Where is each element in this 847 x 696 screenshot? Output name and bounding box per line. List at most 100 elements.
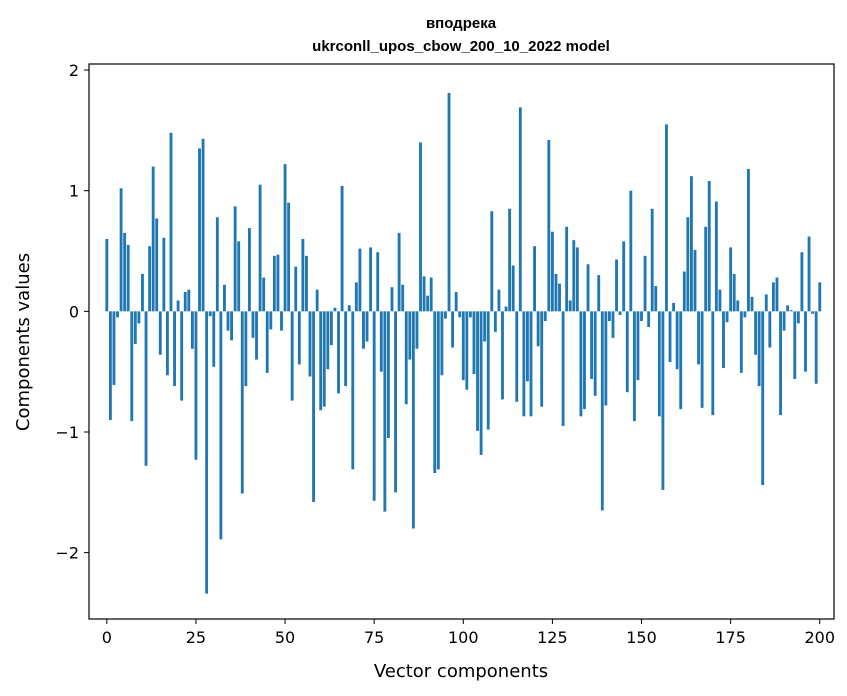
bar-52 xyxy=(290,311,294,401)
bar-103 xyxy=(472,311,476,375)
bar-168 xyxy=(704,226,708,312)
bar-161 xyxy=(679,311,683,410)
bar-61 xyxy=(322,311,326,407)
bar-7 xyxy=(130,311,134,422)
bar-162 xyxy=(682,271,686,312)
bar-8 xyxy=(133,311,137,344)
bar-192 xyxy=(789,310,793,312)
bar-108 xyxy=(490,211,494,312)
bar-77 xyxy=(379,311,383,372)
bar-91 xyxy=(429,277,433,312)
bar-3 xyxy=(116,311,119,318)
bar-101 xyxy=(465,311,469,390)
bar-4 xyxy=(119,188,123,312)
bar-64 xyxy=(333,307,337,312)
x-tick-label-50: 50 xyxy=(275,628,295,647)
bar-116 xyxy=(518,107,522,312)
bar-137 xyxy=(593,311,597,396)
bar-79 xyxy=(387,311,390,439)
bar-135 xyxy=(586,264,590,312)
bar-117 xyxy=(522,311,526,417)
bar-171 xyxy=(714,201,718,312)
bar-15 xyxy=(158,311,162,355)
bar-31 xyxy=(215,217,219,312)
bar-36 xyxy=(233,206,237,312)
bar-23 xyxy=(187,289,191,312)
bar-146 xyxy=(625,311,629,393)
bar-153 xyxy=(650,208,654,312)
bar-199 xyxy=(814,311,818,384)
bar-112 xyxy=(504,306,508,312)
bar-20 xyxy=(176,300,180,312)
bar-26 xyxy=(198,148,201,312)
bar-41 xyxy=(251,311,255,338)
bar-141 xyxy=(608,311,611,321)
bar-33 xyxy=(223,284,226,312)
bar-195 xyxy=(800,252,804,312)
bar-70 xyxy=(354,282,358,312)
bar-149 xyxy=(636,311,640,381)
bar-16 xyxy=(162,237,166,312)
bar-51 xyxy=(287,202,291,312)
bar-142 xyxy=(611,311,615,338)
bars-group xyxy=(105,92,822,594)
bar-189 xyxy=(779,311,782,416)
bar-154 xyxy=(654,286,658,312)
bar-37 xyxy=(237,241,241,312)
bar-136 xyxy=(590,311,594,379)
bar-29 xyxy=(208,311,212,317)
bar-87 xyxy=(415,311,419,349)
bar-132 xyxy=(575,247,579,312)
bar-197 xyxy=(807,236,811,312)
bar-6 xyxy=(126,244,130,312)
bar-32 xyxy=(219,311,223,540)
bar-129 xyxy=(565,226,569,312)
bar-100 xyxy=(461,311,465,381)
bar-97 xyxy=(451,311,455,348)
bar-123 xyxy=(543,311,547,321)
bar-63 xyxy=(329,311,333,346)
bar-17 xyxy=(166,311,169,376)
bar-105 xyxy=(479,311,483,455)
bar-150 xyxy=(640,311,643,321)
bar-56 xyxy=(305,255,308,312)
bar-181 xyxy=(750,296,754,312)
bar-0 xyxy=(105,238,109,312)
bar-163 xyxy=(686,217,690,312)
bar-30 xyxy=(212,311,216,367)
x-axis-label: Vector components xyxy=(374,661,548,682)
bar-126 xyxy=(554,273,558,312)
x-tick-label-200: 200 xyxy=(804,628,835,647)
bar-122 xyxy=(540,311,544,407)
bar-89 xyxy=(422,276,426,312)
bar-48 xyxy=(276,254,280,312)
bar-179 xyxy=(743,311,747,318)
bar-180 xyxy=(747,168,750,312)
bar-19 xyxy=(173,311,176,387)
bar-47 xyxy=(272,255,276,312)
bar-99 xyxy=(458,311,462,318)
bar-83 xyxy=(401,284,405,312)
bar-85 xyxy=(408,311,412,360)
bar-130 xyxy=(568,300,572,312)
bar-159 xyxy=(672,302,676,312)
y-axis-label: Components values xyxy=(13,253,34,431)
bar-125 xyxy=(550,231,554,312)
bar-59 xyxy=(315,289,319,312)
bar-94 xyxy=(440,311,444,376)
bar-34 xyxy=(226,311,230,331)
bar-158 xyxy=(668,311,672,363)
bar-118 xyxy=(526,311,529,382)
bar-67 xyxy=(344,311,348,387)
x-tick-label-175: 175 xyxy=(715,628,746,647)
bar-182 xyxy=(754,311,757,355)
bar-21 xyxy=(180,311,184,401)
bar-184 xyxy=(761,311,765,486)
bar-60 xyxy=(319,311,323,411)
bar-174 xyxy=(725,311,729,323)
bar-53 xyxy=(294,266,298,312)
y-tick-label-3: 1 xyxy=(69,182,79,201)
bar-183 xyxy=(757,311,761,387)
bar-133 xyxy=(579,311,583,417)
